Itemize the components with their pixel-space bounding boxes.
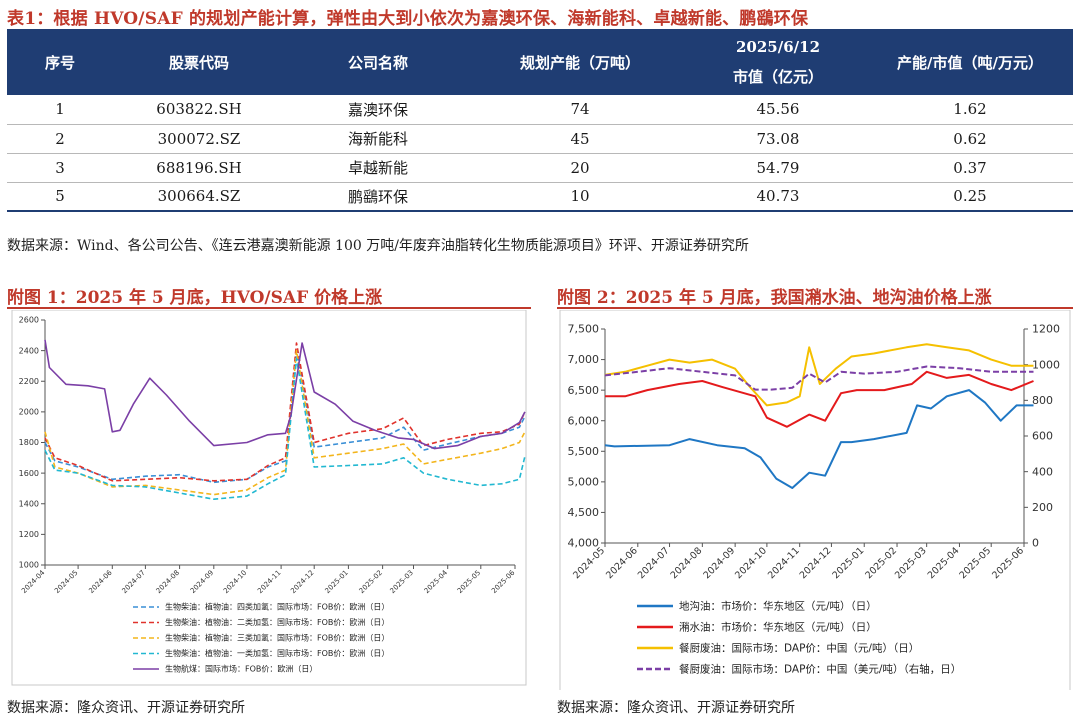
table-row: 1 603822.SH 嘉澳环保 74 45.56 1.62	[7, 95, 1073, 125]
header-mcap: 2025/6/12 市值（亿元）	[689, 29, 867, 95]
fig2-source: 数据来源：隆众资讯、开源证券研究所	[557, 700, 795, 716]
plot-area	[11, 310, 527, 686]
y2-tick-label: 1200	[1032, 323, 1060, 336]
series-line-1	[604, 389, 1034, 489]
table-row: 5 300664.SZ 鹏鷂环保 10 40.73 0.25	[7, 182, 1073, 212]
header-name: 公司名称	[285, 29, 471, 95]
cell-ratio: 0.62	[867, 124, 1073, 154]
y-tick-label: 1400	[19, 499, 39, 508]
table-row: 2 300072.SZ 海新能科 45 73.08 0.62	[7, 124, 1073, 154]
fig1-source: 数据来源：隆众资讯、开源证券研究所	[7, 700, 245, 716]
cell-mcap: 45.56	[689, 95, 867, 125]
fig1-title: 附图 1：2025 年 5 月底，HVO/SAF 价格上涨	[7, 288, 383, 308]
y-tick-label: 1000	[19, 561, 39, 570]
fig2-title: 附图 2：2025 年 5 月底，我国潲水油、地沟油价格上涨	[557, 288, 992, 308]
legend-label: 潲水油：市场价：华东地区（元/吨）（日）	[679, 621, 877, 634]
cell-capacity: 10	[471, 182, 689, 212]
y2-tick-label: 400	[1032, 465, 1053, 478]
table1-title: 表1：根据 HVO/SAF 的规划产能计算，弹性由大到小依次为嘉澳环保、海新能科…	[7, 9, 809, 29]
y2-tick-label: 1000	[1032, 358, 1060, 371]
cell-seq: 5	[7, 182, 113, 212]
series-line-4	[604, 365, 1034, 391]
series-line-3	[604, 343, 1034, 407]
y-tick-label: 1800	[19, 438, 39, 447]
legend-label: 餐厨废油：国际市场：DAP价：中国（美元/吨）（右轴，日）	[679, 663, 961, 676]
y-tick-label: 7,000	[568, 353, 600, 366]
header-capacity: 规划产能（万吨）	[471, 29, 689, 95]
cell-seq: 1	[7, 95, 113, 125]
cell-mcap: 54.79	[689, 153, 867, 183]
table-row: 3 688196.SH 卓越新能 20 54.79 0.37	[7, 153, 1073, 183]
cell-mcap: 73.08	[689, 124, 867, 154]
y-tick-label: 6,000	[568, 414, 600, 427]
y-tick-label: 4,500	[568, 506, 600, 519]
legend-label: 生物航煤：国际市场：FOB价：欧洲（日）	[165, 664, 317, 674]
y2-tick-label: 200	[1032, 501, 1053, 514]
cell-name: 卓越新能	[285, 153, 471, 183]
cell-seq: 3	[7, 153, 113, 183]
cell-ratio: 0.37	[867, 153, 1073, 183]
table-header-row: 序号 股票代码 公司名称 规划产能（万吨） 2025/6/12 市值（亿元） 产…	[7, 29, 1073, 95]
legend-label: 生物柴油：植物油：三类加氢：国际市场：FOB价：欧洲（日）	[165, 633, 389, 643]
y-tick-label: 5,000	[568, 476, 600, 489]
header-seq: 序号	[7, 29, 113, 95]
cell-ratio: 1.62	[867, 95, 1073, 125]
y-tick-label: 6,500	[568, 384, 600, 397]
capacity-table: 序号 股票代码 公司名称 规划产能（万吨） 2025/6/12 市值（亿元） 产…	[7, 29, 1073, 212]
series-line-4	[44, 357, 526, 500]
fig2-rule	[557, 307, 1073, 309]
header-date: 2025/6/12	[735, 38, 821, 56]
y-tick-label: 1600	[19, 469, 39, 478]
fig2-chart: 4,000 4,500 5,000 5,500 6,000 6,500 7,000 7,500…	[559, 310, 1071, 690]
series-line-2	[44, 342, 526, 482]
y-tick-label: 2400	[19, 346, 39, 355]
legend-label: 餐厨废油：国际市场：DAP价：中国（元/吨）（日）	[679, 642, 919, 655]
y-tick-label: 4,000	[568, 537, 600, 550]
header-ratio: 产能/市值（吨/万元）	[867, 29, 1073, 95]
cell-capacity: 74	[471, 95, 689, 125]
cell-code: 603822.SH	[113, 95, 285, 125]
cell-name: 嘉澳环保	[285, 95, 471, 125]
cell-seq: 2	[7, 124, 113, 154]
cell-capacity: 20	[471, 153, 689, 183]
series-line-2	[605, 370, 1034, 428]
fig1-chart: 1000120014001600180020002200240026002024…	[11, 310, 527, 686]
y-tick-label: 2600	[19, 316, 39, 325]
cell-code: 688196.SH	[113, 153, 285, 183]
y2-tick-label: 0	[1032, 537, 1039, 550]
cell-name: 海新能科	[285, 124, 471, 154]
header-mcap-label: 市值（亿元）	[732, 68, 823, 86]
header-code: 股票代码	[113, 29, 285, 95]
y-tick-label: 5,500	[568, 445, 600, 458]
cell-name: 鹏鷂环保	[285, 182, 471, 212]
table1-source: 数据来源：Wind、各公司公告、《连云港嘉澳新能源 100 万吨/年废弃油脂转化…	[7, 238, 749, 254]
legend-label: 生物柴油：植物油：一类加氢：国际市场：FOB价：欧洲（日）	[165, 648, 389, 658]
legend-label: 生物柴油：植物油：四类加氢：国际市场：FOB价：欧洲（日）	[165, 602, 389, 612]
cell-ratio: 0.25	[867, 182, 1073, 212]
legend-label: 地沟油：市场价：华东地区（元/吨）（日）	[679, 600, 877, 613]
y-tick-label: 2200	[19, 377, 39, 386]
cell-code: 300072.SZ	[113, 124, 285, 154]
legend-label: 生物柴油：植物油：二类加氢：国际市场：FOB价：欧洲（日）	[165, 617, 389, 627]
y-tick-label: 2000	[19, 408, 39, 417]
cell-mcap: 40.73	[689, 182, 867, 212]
series-line-5	[44, 339, 526, 450]
y-tick-label: 1200	[19, 530, 39, 539]
series-line-3	[44, 349, 526, 496]
y2-tick-label: 800	[1032, 394, 1053, 407]
y-tick-label: 7,500	[568, 323, 600, 336]
cell-code: 300664.SZ	[113, 182, 285, 212]
y2-tick-label: 600	[1032, 430, 1053, 443]
fig1-rule	[7, 307, 531, 309]
cell-capacity: 45	[471, 124, 689, 154]
